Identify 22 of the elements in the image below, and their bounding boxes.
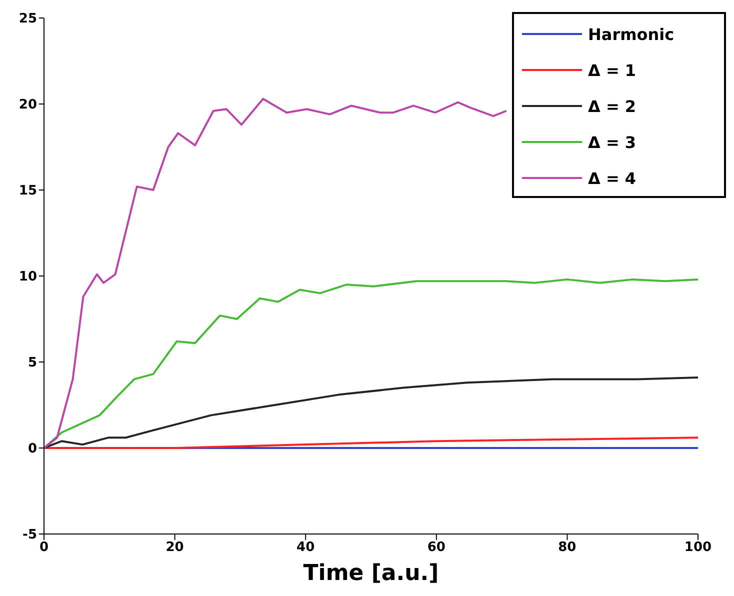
y-tick-label: 25 xyxy=(18,12,37,27)
y-tick-label: -5 xyxy=(22,528,37,543)
y-tick-label: 20 xyxy=(18,98,37,113)
legend-label: Δ = 2 xyxy=(588,96,636,116)
x-tick-label: 0 xyxy=(39,540,49,556)
x-tick-label: 60 xyxy=(427,540,446,556)
line-series xyxy=(44,376,698,449)
x-tick-label: 40 xyxy=(296,540,315,556)
legend-label: Δ = 3 xyxy=(588,132,636,152)
legend-label: Δ = 4 xyxy=(588,168,636,188)
x-tick-label: 100 xyxy=(684,540,712,556)
legend-label: Δ = 1 xyxy=(588,60,636,80)
y-tick-label: 5 xyxy=(28,356,37,371)
line-series xyxy=(44,98,508,449)
line-series xyxy=(44,436,698,449)
y-tick-label: 10 xyxy=(18,270,37,285)
y-tick-label: 15 xyxy=(18,184,37,199)
x-axis-title: Time [a.u.] xyxy=(303,561,439,586)
legend-label: Harmonic xyxy=(588,24,674,44)
x-tick-label: 80 xyxy=(558,540,576,556)
x-tick-label: 20 xyxy=(166,540,184,556)
y-tick-label: 0 xyxy=(28,442,37,457)
